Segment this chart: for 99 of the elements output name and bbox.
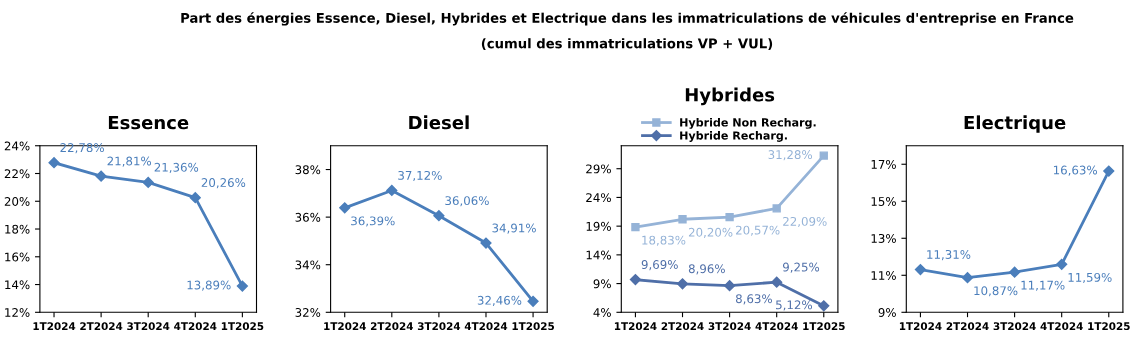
data-label: 11,31% [927, 250, 971, 261]
y-tick-label: 9% [878, 308, 896, 317]
x-tick-label: 2T2024 [661, 322, 704, 331]
point [678, 215, 687, 224]
point [631, 222, 640, 232]
text: Part des énergies Essence, Diesel, Hybrides et Electrique dans les immatriculations de véhicules d'entreprise en France [181, 12, 1074, 26]
y-tick-label: 22% [4, 169, 30, 179]
data-label: 20,57% [736, 225, 780, 236]
point [771, 276, 783, 288]
legend-label: Hybride Non Recharg. [680, 117, 816, 129]
point [819, 151, 828, 160]
data-label: 10,87% [974, 286, 1018, 297]
y-tick-label: 14% [586, 250, 611, 260]
chart-title: Diesel [409, 115, 469, 130]
data-label: 34,91% [492, 223, 536, 234]
point [723, 280, 736, 292]
data-label: 9,69% [641, 260, 678, 271]
y-tick-label: 15% [871, 196, 896, 206]
point [236, 280, 248, 292]
point [48, 157, 60, 169]
chart-title: Essence [108, 115, 189, 130]
y-tick-label: 17% [871, 159, 896, 169]
x-tick-label: 4T2024 [1040, 322, 1083, 331]
x-tick-label: 3T2024 [708, 322, 751, 331]
x-tick-label: 1T2024 [899, 322, 942, 331]
data-label: 36,39% [351, 216, 395, 227]
x-tick-label: 3T2024 [993, 322, 1036, 331]
x-tick-label: 4T2024 [755, 322, 798, 331]
chart-title: Hybrides [685, 87, 775, 106]
y-tick-label: 24% [586, 193, 611, 203]
x-tick-label: 1T2025 [512, 322, 555, 331]
x-tick-label: 1T2025 [1088, 322, 1130, 331]
point [961, 272, 974, 284]
data-label: 16,63% [1053, 165, 1098, 176]
y-tick-label: 9% [593, 279, 611, 289]
data-label: 8,63% [735, 294, 773, 305]
data-label: 37,12% [398, 170, 442, 182]
x-tick-label: 1T2025 [803, 322, 845, 331]
point [914, 263, 927, 276]
data-label: 11,59% [1068, 272, 1112, 284]
point [433, 210, 445, 222]
x-tick-label: 2T2024 [946, 322, 989, 331]
point [676, 278, 689, 290]
data-label: 18,83% [642, 235, 686, 246]
legend-label: Hybride Recharg. [680, 131, 787, 142]
x-tick-label: 4T2024 [464, 322, 508, 331]
data-label: 11,17% [1021, 280, 1065, 291]
chart-title: Electrique [964, 115, 1066, 133]
data-label: 5,12% [776, 300, 813, 311]
data-label: 22,09% [783, 216, 827, 228]
data-label: 22,78% [60, 143, 104, 154]
point [725, 212, 734, 222]
y-tick-label: 36% [295, 212, 321, 222]
y-tick-label: 16% [5, 252, 30, 262]
y-tick-label: 4% [593, 308, 611, 317]
point [189, 192, 201, 204]
data-label: 21,81% [107, 156, 152, 167]
y-tick-label: 29% [586, 164, 611, 174]
y-tick-label: 12% [5, 308, 30, 317]
point [142, 176, 154, 188]
point [339, 202, 351, 214]
data-label: 31,28% [768, 150, 813, 161]
x-tick-label: 3T2024 [127, 322, 170, 331]
y-tick-label: 14% [5, 280, 30, 290]
x-tick-label: 1T2024 [614, 322, 657, 331]
data-label: 36,06% [445, 196, 489, 207]
data-label: 20,20% [688, 227, 733, 238]
y-tick-label: 11% [871, 271, 896, 280]
x-tick-label: 1T2024 [33, 322, 76, 331]
y-tick-label: 19% [586, 221, 611, 231]
data-label: 21,36% [154, 162, 199, 173]
text: (cumul des immatriculations VP + VUL) [481, 38, 773, 50]
y-tick-label: 34% [295, 260, 321, 270]
x-tick-label: 4T2024 [174, 322, 217, 331]
y-tick-label: 20% [4, 196, 30, 206]
point [629, 274, 642, 286]
y-tick-label: 38% [295, 165, 321, 175]
point [386, 184, 398, 197]
y-tick-label: 32% [295, 308, 321, 317]
point [1008, 266, 1021, 278]
x-tick-label: 1T2024 [324, 322, 366, 331]
x-tick-label: 3T2024 [417, 322, 461, 331]
point [1103, 165, 1115, 177]
point [818, 300, 830, 312]
data-label: 20,26% [201, 178, 246, 189]
x-tick-label: 2T2024 [370, 322, 414, 331]
data-label: 32,46% [477, 295, 522, 306]
data-label: 13,89% [187, 280, 231, 291]
point [772, 204, 781, 213]
y-tick-label: 24% [4, 141, 30, 151]
y-tick-label: 13% [871, 234, 896, 243]
data-label: 9,25% [782, 262, 820, 273]
x-tick-label: 1T2025 [221, 322, 264, 331]
y-tick-label: 18% [5, 224, 30, 234]
point [95, 170, 107, 182]
x-tick-label: 2T2024 [80, 322, 123, 331]
data-label: 8,96% [688, 264, 725, 275]
point [1056, 258, 1068, 270]
point [527, 295, 539, 307]
